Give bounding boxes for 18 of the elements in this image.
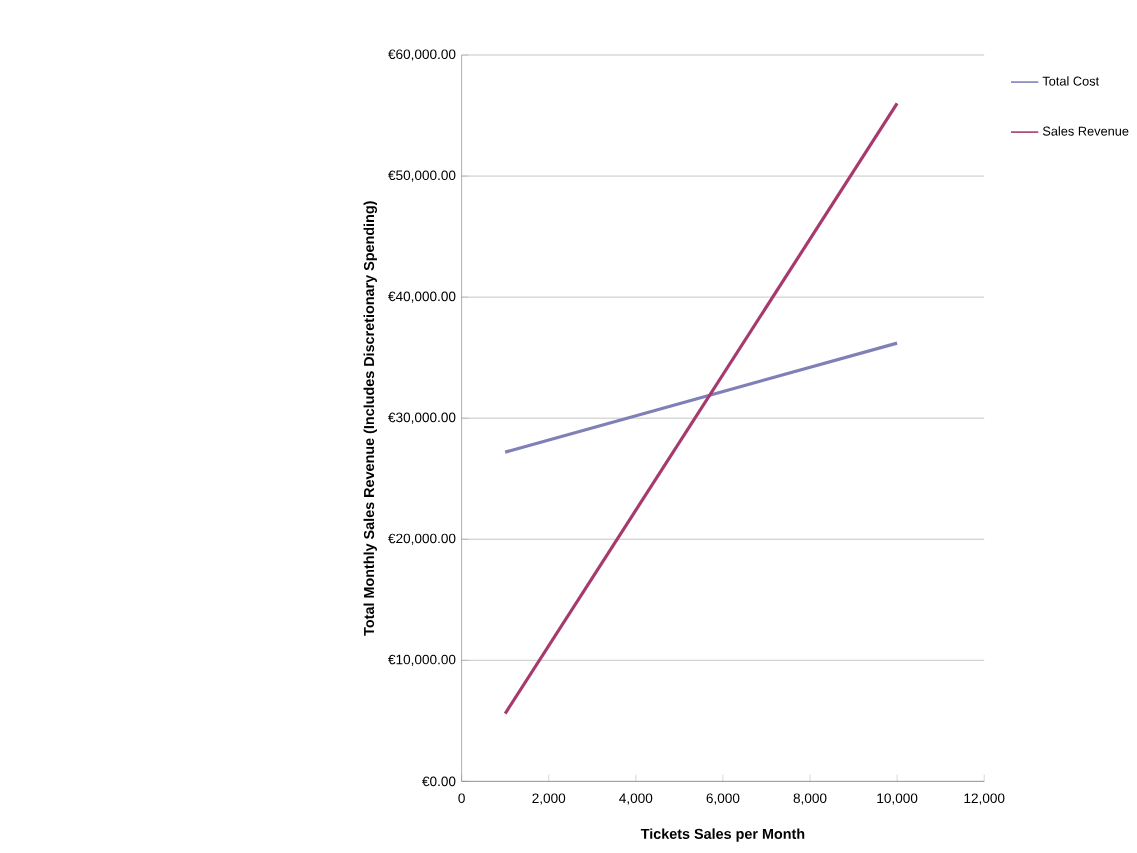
y-tick-label: €60,000.00 [388, 49, 456, 61]
y-tick-label: €20,000.00 [388, 533, 456, 545]
x-tick-label: 6,000 [706, 793, 740, 805]
legend-label: Total Cost [1042, 76, 1100, 86]
y-axis-title: Total Monthly Sales Revenue (Includes Discretionary Spending) [363, 201, 378, 636]
x-tick-label: 4,000 [619, 793, 653, 805]
y-tick-label: €0.00 [422, 776, 456, 786]
legend-label: Sales Revenue [1042, 126, 1129, 136]
x-tick-label: 0 [458, 793, 465, 803]
x-tick-label: 8,000 [793, 793, 827, 805]
x-tick-label: 10,000 [877, 793, 918, 805]
y-tick-label: €40,000.00 [388, 291, 456, 303]
y-tick-label: €50,000.00 [388, 170, 456, 182]
x-tick-label: 12,000 [964, 793, 1005, 805]
y-tick-label: €30,000.00 [388, 412, 456, 424]
x-axis-title: Tickets Sales per Month [640, 828, 805, 842]
x-tick-label: 2,000 [532, 793, 566, 805]
y-tick-label: €10,000.00 [388, 654, 456, 666]
